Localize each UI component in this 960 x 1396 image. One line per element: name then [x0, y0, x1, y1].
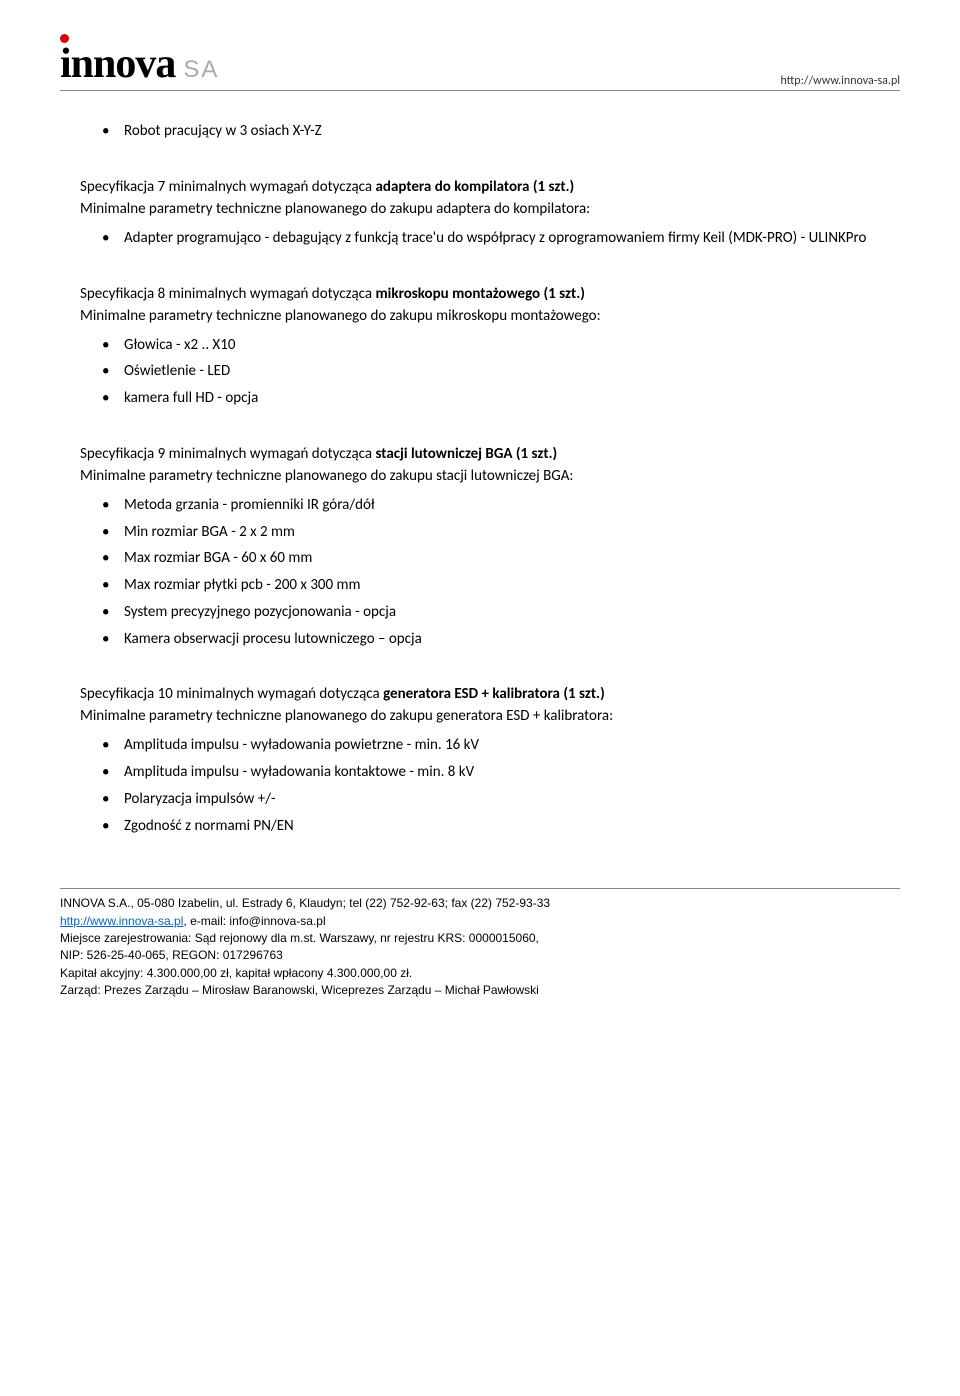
spec-7-heading: Specyfikacja 7 minimalnych wymagań dotyc… [80, 178, 900, 196]
footer-wrap: INNOVA S.A., 05-080 Izabelin, ul. Estrad… [60, 888, 900, 999]
spec-8-heading-bold: mikroskopu montażowego (1 szt.) [375, 285, 584, 303]
spec-10-section: Specyfikacja 10 minimalnych wymagań doty… [60, 685, 900, 838]
spec-9-intro: Minimalne parametry techniczne planowane… [80, 467, 900, 485]
list-item: Oświetlenie - LED [102, 359, 900, 384]
list-item: Amplituda impulsu - wyładowania kontakto… [102, 760, 900, 785]
list-item: kamera full HD - opcja [102, 386, 900, 411]
spec-9-section: Specyfikacja 9 minimalnych wymagań dotyc… [60, 445, 900, 652]
section-top-bullet: Robot pracujący w 3 osiach X-Y-Z [60, 119, 900, 144]
logo-text: innova [60, 40, 175, 88]
footer-line-3: Miejsce zarejestrowania: Sąd rejonowy dl… [60, 930, 900, 947]
spec-8-section: Specyfikacja 8 minimalnych wymagań dotyc… [60, 285, 900, 411]
list-item: Kamera obserwacji procesu lutowniczego –… [102, 627, 900, 652]
header-url: http://www.innova-sa.pl [780, 74, 900, 88]
spec-9-heading: Specyfikacja 9 minimalnych wymagań dotyc… [80, 445, 900, 463]
bullet-list: Robot pracujący w 3 osiach X-Y-Z [80, 119, 900, 144]
list-item: Robot pracujący w 3 osiach X-Y-Z [102, 119, 900, 144]
footer-line-2: http://www.innova-sa.pl, e-mail: info@in… [60, 913, 900, 930]
list-item: Metoda grzania - promienniki IR góra/dół [102, 493, 900, 518]
list-item: Zgodność z normami PN/EN [102, 814, 900, 839]
company-logo: innova SA [60, 40, 219, 88]
spec-8-intro: Minimalne parametry techniczne planowane… [80, 307, 900, 325]
spec-8-heading: Specyfikacja 8 minimalnych wymagań dotyc… [80, 285, 900, 303]
spec-7-list: Adapter programująco - debagujący z funk… [80, 226, 900, 251]
document-page: innova SA http://www.innova-sa.pl Robot … [0, 0, 960, 1020]
logo-word: innova [60, 41, 175, 87]
footer-line-4: NIP: 526-25-40-065, REGON: 017296763 [60, 947, 900, 964]
spec-10-heading-bold: generatora ESD + kalibratora (1 szt.) [383, 685, 605, 703]
footer-link[interactable]: http://www.innova-sa.pl [60, 914, 183, 928]
spec-9-list: Metoda grzania - promienniki IR góra/dół… [80, 493, 900, 652]
list-item: System precyzyjnego pozycjonowania - opc… [102, 600, 900, 625]
spec-9-heading-bold: stacji lutowniczej BGA (1 szt.) [375, 445, 557, 463]
footer-line-2-rest: , e-mail: info@innova-sa.pl [183, 914, 325, 928]
footer-line-6: Zarząd: Prezes Zarządu – Mirosław Barano… [60, 982, 900, 999]
spec-10-intro: Minimalne parametry techniczne planowane… [80, 707, 900, 725]
list-item: Max rozmiar płytki pcb - 200 x 300 mm [102, 573, 900, 598]
spec-7-intro: Minimalne parametry techniczne planowane… [80, 200, 900, 218]
list-item: Min rozmiar BGA - 2 x 2 mm [102, 520, 900, 545]
page-header: innova SA http://www.innova-sa.pl [60, 40, 900, 91]
footer-line-5: Kapitał akcyjny: 4.300.000,00 zł, kapita… [60, 965, 900, 982]
list-item: Amplituda impulsu - wyładowania powietrz… [102, 733, 900, 758]
list-item: Głowica - x2 .. X10 [102, 333, 900, 358]
list-item: Adapter programująco - debagujący z funk… [102, 226, 900, 251]
footer-line-1: INNOVA S.A., 05-080 Izabelin, ul. Estrad… [60, 895, 900, 912]
spec-7-heading-bold: adaptera do kompilatora (1 szt.) [375, 178, 574, 196]
spec-7-heading-prefix: Specyfikacja 7 minimalnych wymagań dotyc… [80, 178, 375, 196]
list-item: Polaryzacja impulsów +/- [102, 787, 900, 812]
spec-10-heading: Specyfikacja 10 minimalnych wymagań doty… [80, 685, 900, 703]
list-item: Max rozmiar BGA - 60 x 60 mm [102, 546, 900, 571]
logo-dot-icon [60, 34, 69, 43]
logo-suffix: SA [183, 56, 219, 84]
spec-9-heading-prefix: Specyfikacja 9 minimalnych wymagań dotyc… [80, 445, 375, 463]
spec-10-heading-prefix: Specyfikacja 10 minimalnych wymagań doty… [80, 685, 383, 703]
spec-7-section: Specyfikacja 7 minimalnych wymagań dotyc… [60, 178, 900, 251]
page-footer: INNOVA S.A., 05-080 Izabelin, ul. Estrad… [60, 895, 900, 999]
spec-10-list: Amplituda impulsu - wyładowania powietrz… [80, 733, 900, 838]
spec-8-heading-prefix: Specyfikacja 8 minimalnych wymagań dotyc… [80, 285, 375, 303]
spec-8-list: Głowica - x2 .. X10Oświetlenie - LEDkame… [80, 333, 900, 411]
